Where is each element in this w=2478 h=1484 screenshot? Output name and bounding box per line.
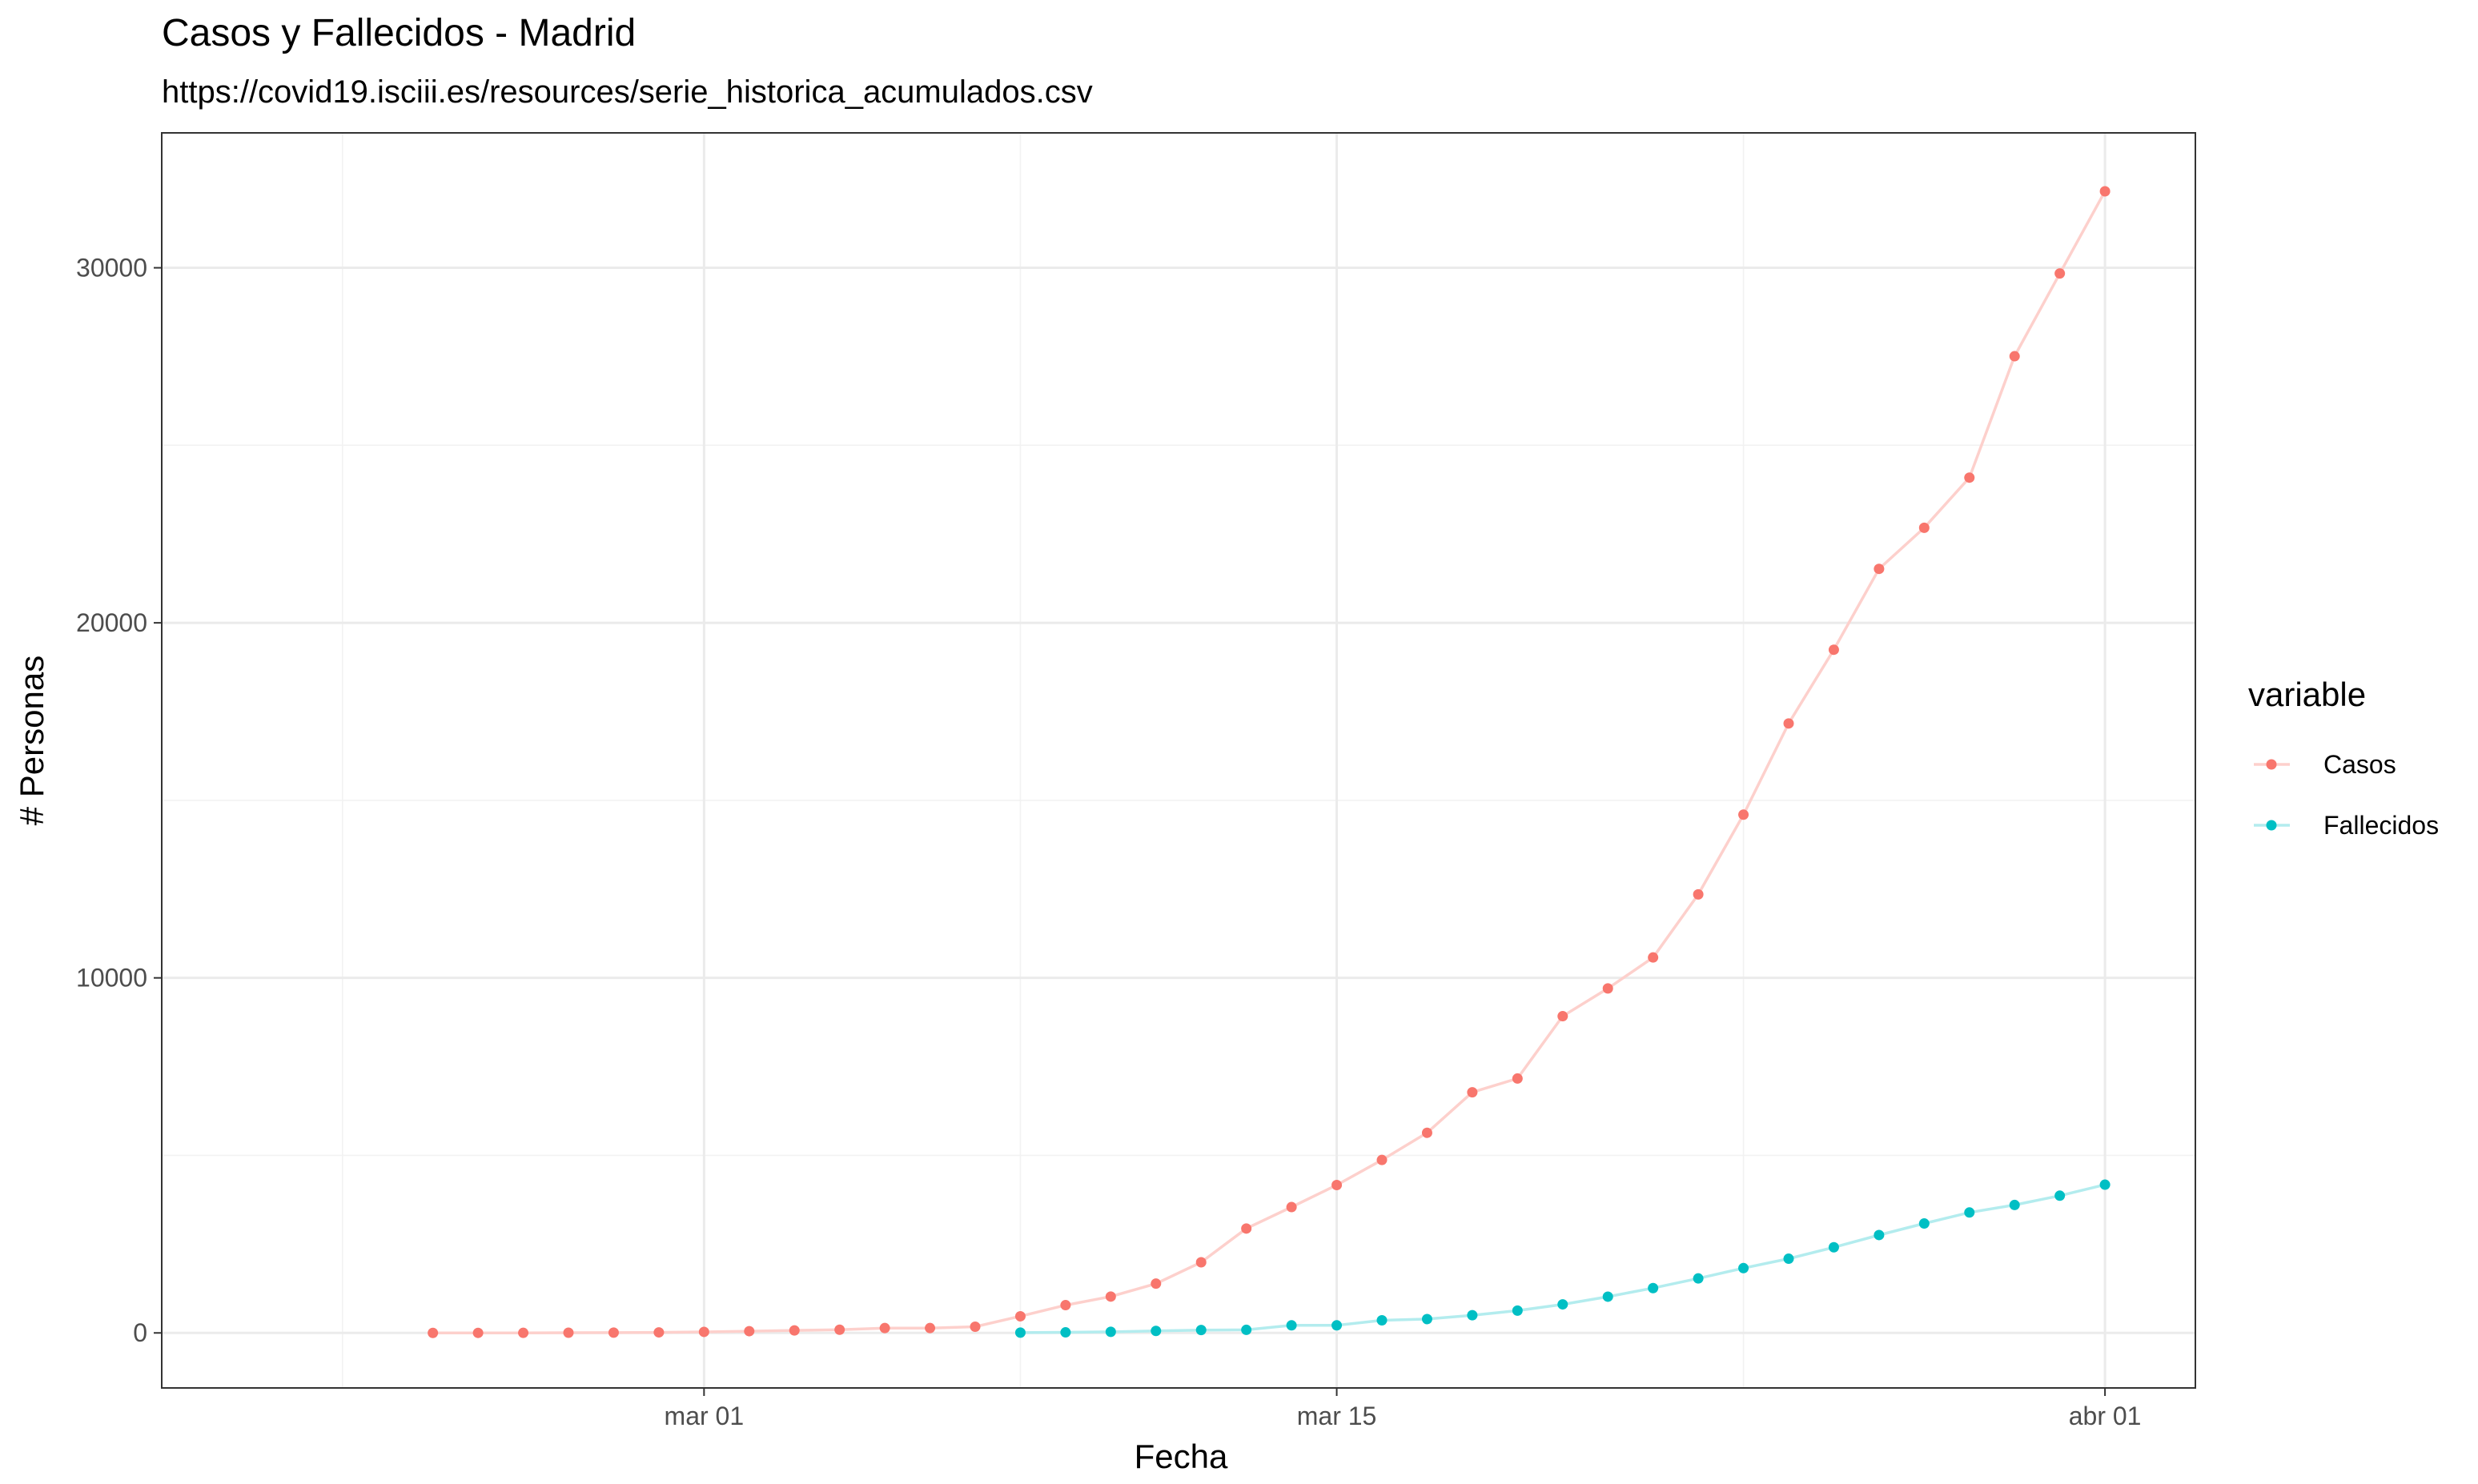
data-point-casos bbox=[834, 1324, 845, 1335]
data-point-fallecidos bbox=[1738, 1262, 1749, 1273]
legend-label-fallecidos: Fallecidos bbox=[2323, 811, 2439, 840]
data-point-fallecidos bbox=[1648, 1282, 1659, 1293]
data-point-casos bbox=[1331, 1180, 1343, 1191]
data-point-casos bbox=[1421, 1127, 1432, 1138]
data-point-fallecidos bbox=[1421, 1314, 1432, 1325]
y-tick-label: 20000 bbox=[76, 608, 147, 637]
x-tick-label: mar 01 bbox=[665, 1402, 745, 1430]
data-point-fallecidos bbox=[1918, 1218, 1930, 1229]
data-point-fallecidos bbox=[2099, 1179, 2111, 1190]
chart-subtitle: https://covid19.isciii.es/resources/seri… bbox=[162, 74, 1093, 110]
data-point-casos bbox=[1602, 983, 1613, 994]
data-point-fallecidos bbox=[1060, 1327, 1071, 1338]
data-point-fallecidos bbox=[1828, 1241, 1839, 1253]
data-point-casos bbox=[1467, 1087, 1478, 1098]
data-point-casos bbox=[1828, 644, 1839, 656]
data-point-fallecidos bbox=[1195, 1325, 1207, 1336]
data-point-casos bbox=[2009, 351, 2020, 362]
data-point-casos bbox=[1874, 564, 1885, 575]
data-point-casos bbox=[1241, 1223, 1252, 1234]
data-point-casos bbox=[1105, 1291, 1116, 1302]
data-point-fallecidos bbox=[1467, 1310, 1478, 1321]
chart-title: Casos y Fallecidos - Madrid bbox=[162, 12, 636, 54]
data-point-casos bbox=[1918, 522, 1930, 533]
data-point-fallecidos bbox=[2054, 1190, 2066, 1201]
x-tick-label: mar 15 bbox=[1297, 1402, 1377, 1430]
data-point-casos bbox=[518, 1327, 529, 1338]
data-point-casos bbox=[1648, 952, 1659, 963]
data-point-fallecidos bbox=[2009, 1199, 2020, 1210]
y-tick-label: 0 bbox=[133, 1318, 147, 1347]
data-point-fallecidos bbox=[1693, 1273, 1704, 1284]
data-point-fallecidos bbox=[1331, 1320, 1343, 1331]
data-point-fallecidos bbox=[1241, 1324, 1252, 1335]
axes: 0 10000 20000 30000 mar 01 mar 15 abr 01 bbox=[76, 254, 2141, 1430]
data-point-casos bbox=[1195, 1257, 1207, 1268]
legend: variable Casos Fallecidos bbox=[2248, 676, 2439, 840]
legend-label-casos: Casos bbox=[2323, 750, 2396, 779]
legend-key-point-fallecidos bbox=[2266, 820, 2277, 831]
legend-items: Casos Fallecidos bbox=[2254, 750, 2439, 840]
data-point-casos bbox=[1060, 1300, 1071, 1311]
data-point-fallecidos bbox=[1151, 1326, 1162, 1337]
data-point-casos bbox=[608, 1327, 619, 1338]
x-axis-title: Fecha bbox=[1135, 1438, 1228, 1475]
data-point-casos bbox=[970, 1322, 981, 1333]
data-point-fallecidos bbox=[1557, 1299, 1568, 1310]
data-point-casos bbox=[879, 1322, 890, 1334]
data-point-fallecidos bbox=[1602, 1291, 1613, 1302]
data-point-fallecidos bbox=[1014, 1327, 1026, 1338]
data-point-casos bbox=[1014, 1310, 1026, 1322]
data-point-casos bbox=[472, 1327, 484, 1338]
data-point-casos bbox=[1557, 1011, 1568, 1022]
data-point-casos bbox=[428, 1327, 439, 1338]
data-point-casos bbox=[1512, 1073, 1523, 1084]
data-point-casos bbox=[653, 1327, 665, 1338]
data-point-casos bbox=[1376, 1154, 1388, 1165]
data-point-fallecidos bbox=[1286, 1320, 1297, 1331]
data-point-casos bbox=[925, 1322, 936, 1334]
data-point-casos bbox=[1151, 1278, 1162, 1289]
y-axis-title: # Personas bbox=[13, 656, 50, 825]
data-point-fallecidos bbox=[1512, 1305, 1523, 1316]
data-point-casos bbox=[1964, 472, 1975, 483]
data-point-fallecidos bbox=[1874, 1229, 1885, 1241]
data-point-casos bbox=[1286, 1201, 1297, 1213]
data-point-casos bbox=[698, 1326, 709, 1338]
data-point-fallecidos bbox=[1376, 1315, 1388, 1326]
legend-title: variable bbox=[2248, 676, 2366, 713]
y-tick-label: 30000 bbox=[76, 254, 147, 283]
data-point-casos bbox=[2099, 186, 2111, 197]
data-point-casos bbox=[2054, 268, 2066, 279]
data-point-casos bbox=[563, 1327, 574, 1338]
data-point-fallecidos bbox=[1105, 1326, 1116, 1338]
y-tick-label: 10000 bbox=[76, 964, 147, 993]
data-point-casos bbox=[744, 1326, 755, 1337]
data-point-casos bbox=[1738, 809, 1749, 820]
data-point-casos bbox=[789, 1325, 800, 1336]
series-line-casos bbox=[432, 191, 2107, 1334]
data-point-casos bbox=[1693, 888, 1704, 900]
legend-key-point-casos bbox=[2266, 759, 2277, 770]
data-point-fallecidos bbox=[1783, 1253, 1794, 1265]
plot-panel-border bbox=[161, 132, 2196, 1389]
data-point-fallecidos bbox=[1964, 1207, 1975, 1218]
x-tick-label: abr 01 bbox=[2069, 1402, 2142, 1430]
plot-series bbox=[428, 186, 2111, 1338]
data-point-casos bbox=[1783, 718, 1794, 729]
